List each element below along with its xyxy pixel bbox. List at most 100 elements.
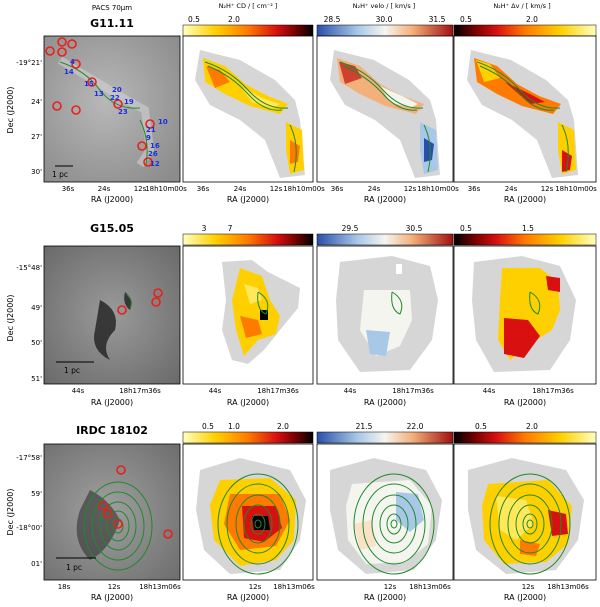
row-g11: G11.11 4 14 15 13 20 22 19 23 10	[6, 15, 597, 204]
ra-tick: 36s	[197, 185, 210, 193]
row-irdc18102: IRDC 18102 1 pc Dec (J2000) -17°58' 59' …	[6, 422, 597, 602]
ra-axis-label: RA (J2000)	[91, 398, 133, 407]
row-g15: G15.05 1 pc Dec (J2000) -15°48' 49' 50' …	[6, 222, 597, 407]
velo-map	[316, 35, 454, 183]
cbar-tick: 2.0	[228, 15, 240, 24]
ra-axis-label: RA (J2000)	[91, 195, 133, 204]
ra-tick: 12s	[270, 185, 283, 193]
ra-tick: 18s	[58, 583, 71, 591]
dec-tick: 01'	[31, 560, 42, 568]
ra-tick: 36s	[468, 185, 481, 193]
cd-map	[182, 245, 314, 385]
ra-tick: 18h17m36s	[119, 387, 161, 395]
ra-axis-label: RA (J2000)	[364, 593, 406, 602]
cbar-tick: 30.0	[376, 15, 393, 24]
ra-tick: 18h17m36s	[392, 387, 434, 395]
dv-map	[453, 35, 597, 183]
cbar-tick: 1.0	[228, 422, 240, 431]
dec-axis-label: Dec (J2000)	[6, 295, 15, 342]
dec-tick: -17°58'	[16, 454, 42, 462]
source-label: 21	[146, 126, 156, 134]
velo-map	[316, 245, 454, 385]
cbar-tick: 1.5	[522, 224, 534, 233]
ra-tick: 44s	[344, 387, 357, 395]
ra-tick: 12s	[384, 583, 397, 591]
ra-axis-label: RA (J2000)	[504, 398, 546, 407]
scale-label: 1 pc	[66, 563, 82, 572]
pacs-panel: 1 pc	[43, 443, 181, 581]
cbar-tick: 2.0	[526, 15, 538, 24]
ra-tick: 44s	[72, 387, 85, 395]
field-title: G15.05	[90, 222, 134, 235]
ra-tick: 12s	[541, 185, 554, 193]
colorbar-velo	[316, 431, 454, 444]
dec-tick: 24'	[31, 98, 42, 106]
ra-tick: 36s	[62, 185, 75, 193]
velo-map	[316, 443, 454, 581]
ra-tick: 24s	[505, 185, 518, 193]
colorbar-velo	[316, 24, 454, 37]
ra-tick: 18h10m00s	[145, 185, 187, 193]
dec-tick: 50'	[31, 339, 42, 347]
cd-map	[182, 35, 314, 183]
source-label: 22	[110, 94, 120, 102]
cbar-tick: 0.5	[460, 15, 472, 24]
source-label: 4	[70, 58, 75, 66]
ra-tick: 24s	[368, 185, 381, 193]
cbar-tick: 28.5	[324, 15, 341, 24]
ra-tick: 12s	[108, 583, 121, 591]
source-label: 19	[124, 98, 134, 106]
dv-map	[453, 245, 597, 385]
cd-header-label: N₂H⁺ CD / [ cm⁻² ]	[219, 2, 278, 10]
source-label: 16	[150, 142, 160, 150]
ra-axis-label: RA (J2000)	[504, 593, 546, 602]
cbar-tick: 31.5	[429, 15, 446, 24]
dv-header-label: N₂H⁺ Δv / [ km/s ]	[493, 2, 550, 10]
colorbar-dv	[453, 233, 597, 246]
source-label: 14	[64, 68, 74, 76]
ra-tick: 12s	[404, 185, 417, 193]
ra-tick: 18h13m06s	[273, 583, 315, 591]
cbar-tick: 2.0	[277, 422, 289, 431]
cbar-tick: 30.5	[406, 224, 423, 233]
ra-tick: 18h13m06s	[139, 583, 181, 591]
source-label: 10	[158, 118, 168, 126]
ra-tick: 18h10m00s	[417, 185, 459, 193]
source-label: 20	[112, 86, 122, 94]
colorbar-dv	[453, 24, 597, 37]
ra-tick: 24s	[98, 185, 111, 193]
cbar-tick: 29.5	[342, 224, 359, 233]
cbar-tick: 2.0	[526, 422, 538, 431]
cbar-tick: 0.5	[475, 422, 487, 431]
source-labels: 4 14 15 13 20 22 19 23 10 21 9 16 26 12	[64, 58, 168, 168]
ra-tick: 18h13m06s	[547, 583, 589, 591]
ra-tick: 44s	[209, 387, 222, 395]
ra-tick: 18h10m00s	[555, 185, 597, 193]
pacs-label: PACS 70µm	[92, 4, 132, 12]
ra-tick: 12s	[134, 185, 147, 193]
colorbar-cd	[182, 431, 314, 444]
scale-label: 1 pc	[52, 170, 68, 179]
ra-axis-label: RA (J2000)	[227, 593, 269, 602]
ra-axis-label: RA (J2000)	[227, 195, 269, 204]
source-label: 13	[94, 90, 104, 98]
cbar-tick: 21.5	[356, 422, 373, 431]
cbar-tick: 0.5	[202, 422, 214, 431]
field-title: G11.11	[90, 17, 134, 30]
dec-tick: 27'	[31, 133, 42, 141]
dec-tick: -19°21'	[16, 59, 42, 67]
velo-header-label: N₂H⁺ velo / [ km/s ]	[353, 2, 416, 10]
ra-tick: 18h10m00s	[283, 185, 325, 193]
field-title: IRDC 18102	[76, 424, 148, 437]
source-markers	[117, 288, 163, 315]
pacs-panel: 1 pc	[43, 245, 181, 385]
ra-tick: 44s	[483, 387, 496, 395]
source-label: 9	[146, 134, 151, 142]
ra-axis-label: RA (J2000)	[227, 398, 269, 407]
ra-tick: 36s	[331, 185, 344, 193]
colorbar-cd	[182, 233, 314, 246]
source-markers	[98, 465, 173, 539]
colorbar-cd	[182, 24, 314, 37]
dec-tick: 49'	[31, 304, 42, 312]
